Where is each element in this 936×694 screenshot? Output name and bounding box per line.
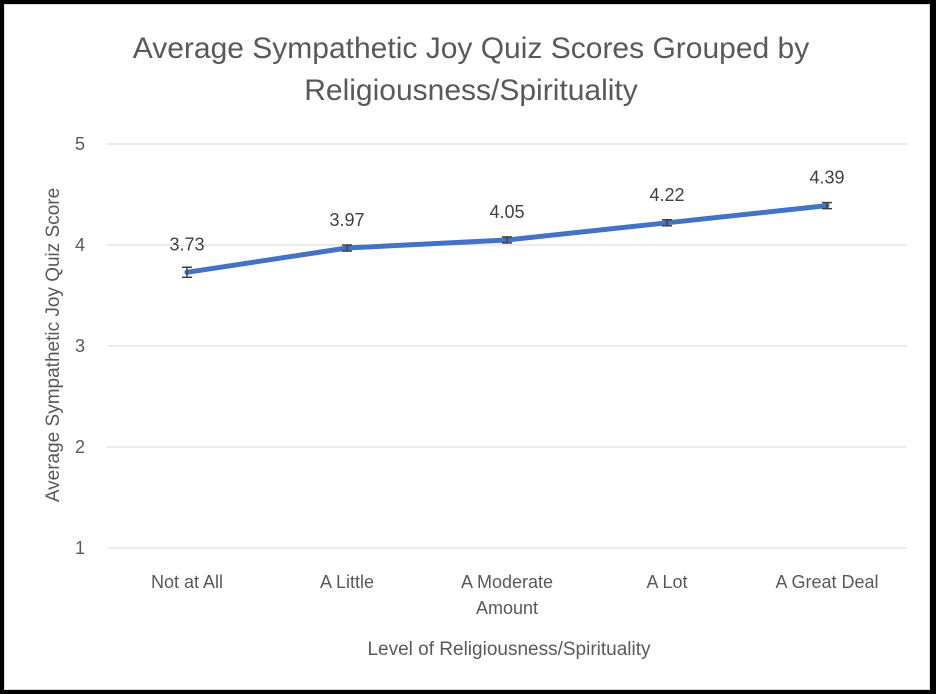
chart-title-line-1: Average Sympathetic Joy Quiz Scores Grou… — [133, 32, 809, 65]
error-bar-0 — [182, 266, 192, 279]
y-tick-label-5: 5 — [75, 134, 85, 154]
x-tick-label-2-0: A Moderate — [461, 572, 553, 592]
data-label-3: 4.22 — [649, 185, 684, 205]
chart-frame: Average Sympathetic Joy Quiz Scores Grou… — [4, 4, 930, 690]
error-bar-2 — [502, 236, 512, 244]
y-tick-label-1: 1 — [75, 538, 85, 558]
y-tick-labels: 1 2 3 4 5 — [75, 134, 85, 558]
line-chart: Average Sympathetic Joy Quiz Scores Grou… — [43, 32, 907, 660]
data-label-4: 4.39 — [809, 168, 844, 188]
x-tick-label-0-0: Not at All — [151, 572, 223, 592]
error-bars — [182, 201, 832, 279]
x-tick-label-2-1: Amount — [476, 598, 538, 618]
y-tick-label-3: 3 — [75, 336, 85, 356]
x-axis-label: Level of Religiousness/Spirituality — [367, 639, 651, 660]
data-label-1: 3.97 — [329, 210, 364, 230]
y-axis-label: Average Sympathetic Joy Quiz Score — [43, 188, 64, 502]
data-labels: 3.73 3.97 4.05 4.22 4.39 — [169, 168, 844, 255]
chart-title-line-2: Religiousness/Spirituality — [304, 74, 638, 107]
data-label-2: 4.05 — [489, 202, 524, 222]
error-bar-1 — [342, 244, 352, 252]
data-label-0: 3.73 — [169, 234, 204, 254]
error-bar-3 — [662, 219, 672, 227]
gridlines — [107, 143, 907, 549]
x-tick-labels: Not at All A Little A Moderate Amount A Lot A… — [151, 572, 879, 618]
x-tick-label-4-0: A Great Deal — [775, 572, 878, 592]
y-tick-label-2: 2 — [75, 437, 85, 457]
error-bar-4 — [822, 201, 832, 210]
y-tick-label-4: 4 — [75, 235, 85, 255]
x-tick-label-1-0: A Little — [320, 572, 374, 592]
x-tick-label-3-0: A Lot — [646, 572, 687, 592]
